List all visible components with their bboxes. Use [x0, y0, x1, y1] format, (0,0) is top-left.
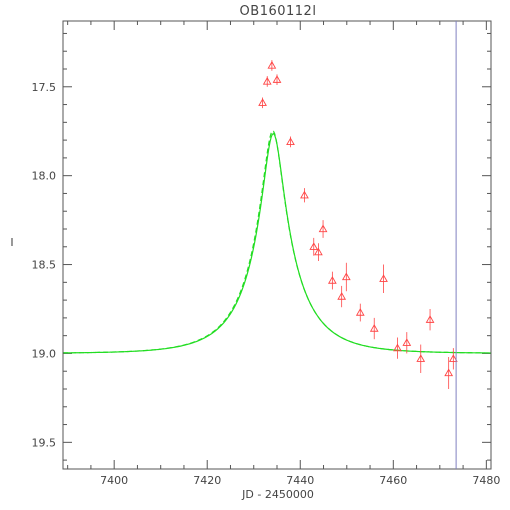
data-points: [258, 60, 458, 389]
triangle-marker: [369, 324, 379, 332]
x-axis-label: JD - 2450000: [241, 488, 314, 501]
y-tick-label: 18.5: [32, 259, 57, 272]
data-point: [416, 344, 426, 373]
data-point: [355, 303, 365, 322]
axis-ticks: [63, 21, 491, 469]
data-point: [425, 309, 435, 331]
triangle-marker: [416, 354, 426, 362]
data-point: [314, 243, 323, 261]
triangle-marker: [327, 276, 337, 284]
y-axis-label: I: [10, 236, 13, 249]
data-point: [341, 262, 351, 292]
data-point: [262, 76, 272, 87]
data-point: [258, 97, 267, 109]
triangle-marker: [314, 247, 323, 256]
y-tick-label: 19.0: [32, 347, 57, 360]
triangle-marker: [425, 315, 435, 323]
model-curve-solid: [62, 132, 492, 354]
data-point: [369, 317, 379, 340]
data-point: [318, 220, 328, 238]
triangle-marker: [267, 60, 277, 69]
x-tick-label: 7460: [379, 474, 407, 487]
triangle-marker: [337, 292, 347, 300]
triangle-marker: [272, 75, 282, 83]
data-point: [379, 264, 388, 293]
data-point: [267, 60, 277, 71]
x-tick-labels: 7400 7420 7440 7460 7480: [100, 474, 500, 487]
data-point: [448, 348, 458, 370]
data-point: [272, 74, 282, 85]
triangle-marker: [309, 242, 319, 250]
x-tick-label: 7420: [193, 474, 221, 487]
data-point: [300, 188, 309, 203]
triangle-marker: [286, 137, 295, 146]
data-point: [444, 357, 454, 389]
model-curve-dashed: [62, 130, 492, 354]
triangle-marker: [393, 343, 402, 352]
triangle-marker: [318, 224, 328, 233]
chart-title: OB160112l: [240, 4, 317, 19]
data-point: [327, 271, 337, 290]
y-tick-labels: 17.5 18.0 18.5 19.0 19.5: [32, 81, 57, 450]
triangle-marker: [448, 354, 458, 362]
triangle-marker: [355, 308, 365, 316]
triangle-marker: [300, 190, 309, 199]
data-point: [309, 237, 319, 256]
triangle-marker: [341, 272, 351, 281]
data-point: [393, 337, 402, 359]
triangle-marker: [402, 338, 412, 346]
triangle-marker: [444, 368, 454, 377]
model-curves: [62, 130, 492, 354]
x-tick-label: 7480: [472, 474, 500, 487]
x-tick-label: 7400: [100, 474, 128, 487]
plot-frame: [62, 20, 492, 470]
triangle-marker: [258, 98, 267, 106]
y-tick-label: 17.5: [32, 81, 57, 94]
y-tick-label: 19.5: [32, 436, 57, 449]
data-point: [337, 285, 347, 308]
x-tick-label: 7440: [286, 474, 314, 487]
data-point: [286, 136, 295, 148]
y-tick-label: 18.0: [32, 170, 57, 183]
triangle-marker: [262, 76, 272, 85]
data-point: [402, 332, 412, 354]
triangle-marker: [379, 274, 388, 282]
